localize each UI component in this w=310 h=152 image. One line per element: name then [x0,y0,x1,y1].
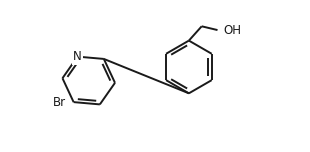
Text: OH: OH [224,24,241,37]
Text: N: N [73,50,82,63]
Text: Br: Br [53,96,66,109]
